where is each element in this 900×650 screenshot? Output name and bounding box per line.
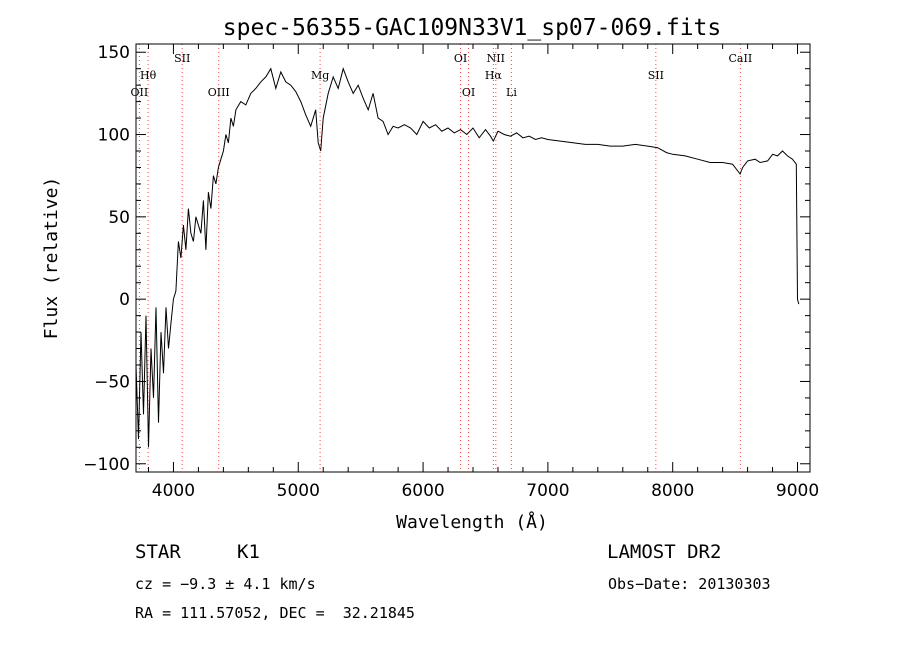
x-tick-label: 9000 <box>776 481 819 501</box>
y-tick-label: 50 <box>108 208 130 228</box>
spectral-line-label: OII <box>131 86 149 99</box>
y-tick-label: 0 <box>119 290 130 310</box>
axis-ticks: 4000 5000 6000 7000 8000 9000 −100 −50 0 50 100 150 <box>83 43 819 501</box>
spectral-line-label: OI <box>454 52 467 65</box>
x-axis-label: Wavelength (Å) <box>396 511 548 533</box>
y-axis-label: Flux (relative) <box>41 177 62 340</box>
y-tick-label: 100 <box>98 126 130 146</box>
spectral-line-label: OIII <box>208 86 230 99</box>
spectral-line-label: Hα <box>485 69 503 82</box>
spectral-line-label: Mg <box>311 69 329 82</box>
x-tick-label: 7000 <box>526 481 569 501</box>
x-tick-label: 6000 <box>401 481 444 501</box>
coordinates-readout: RA = 111.57052, DEC = 32.21845 <box>135 604 415 622</box>
observation-date: Obs−Date: 20130303 <box>608 575 771 593</box>
x-tick-label: 8000 <box>651 481 694 501</box>
spectral-line-label: OI <box>462 86 475 99</box>
y-tick-label: −50 <box>94 372 130 392</box>
y-tick-label: 150 <box>98 43 130 63</box>
object-subclass: K1 <box>237 541 260 563</box>
redshift-readout: cz = −9.3 ± 4.1 km/s <box>135 575 316 593</box>
spectral-line-label: Hθ <box>140 69 157 82</box>
y-tick-label: −100 <box>83 455 130 475</box>
x-tick-label: 5000 <box>277 481 320 501</box>
spectral-line-label: NII <box>487 52 505 65</box>
spectral-line-label: Li <box>506 86 517 99</box>
x-tick-label: 4000 <box>152 481 195 501</box>
chart-title: spec-56355-GAC109N33V1_sp07-069.fits <box>223 15 722 41</box>
spectral-line-label: CaII <box>729 52 753 65</box>
spectral-line-label: SII <box>174 52 190 65</box>
spectrum-series-line <box>135 67 800 448</box>
object-class: STAR <box>135 541 181 563</box>
survey-name: LAMOST DR2 <box>607 541 722 563</box>
spectral-line-label: SII <box>648 69 664 82</box>
